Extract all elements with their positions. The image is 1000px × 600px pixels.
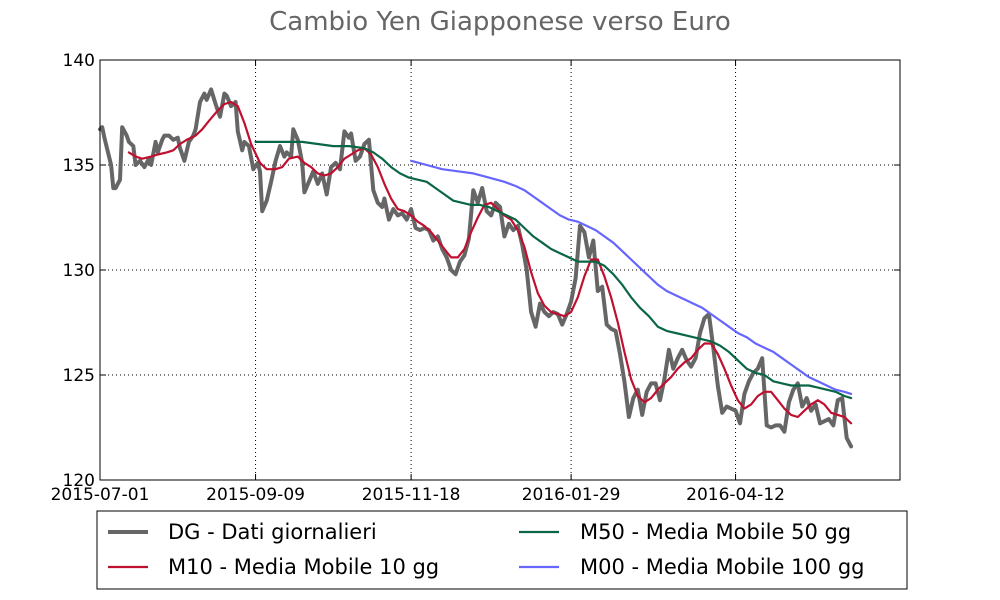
legend-label: M00 - Media Mobile 100 gg xyxy=(580,555,865,579)
legend-label: DG - Dati giornalieri xyxy=(168,520,377,544)
x-tick-label: 2016-04-12 xyxy=(686,485,785,505)
series-line-1 xyxy=(127,100,853,425)
axes: 120 125 130 135 140 2015-07-01 2015-09-09 2015-… xyxy=(51,51,900,505)
y-tick-label: 135 xyxy=(63,156,95,176)
legend: DG - Dati giornalieri M50 - Media Mobile … xyxy=(96,510,908,590)
x-tick-label: 2015-07-01 xyxy=(51,485,150,505)
x-tick-label: 2015-11-18 xyxy=(362,485,461,505)
x-tick-label: 2016-01-29 xyxy=(522,485,621,505)
legend-box xyxy=(96,510,908,590)
series-line-0 xyxy=(98,87,854,449)
y-tick-label: 125 xyxy=(63,366,95,386)
series-line-2 xyxy=(254,140,853,400)
series-layer xyxy=(98,87,854,449)
x-tick-label: 2015-09-09 xyxy=(206,485,305,505)
y-tick-label: 130 xyxy=(63,261,95,281)
y-tick-label: 140 xyxy=(63,51,95,71)
legend-label: M50 - Media Mobile 50 gg xyxy=(580,520,851,544)
grid xyxy=(100,60,900,480)
chart-title: Cambio Yen Giapponese verso Euro xyxy=(269,7,731,37)
series-line-3 xyxy=(410,159,853,395)
legend-label: M10 - Media Mobile 10 gg xyxy=(168,555,439,579)
y-tick-label: 120 xyxy=(63,471,95,491)
